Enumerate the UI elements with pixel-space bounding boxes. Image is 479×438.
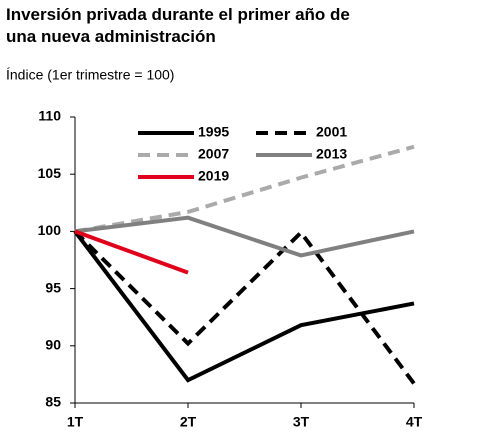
series-line [73,230,415,383]
series-line [74,229,189,275]
series-line [74,144,415,234]
y-tick-label: 110 [38,108,61,124]
y-tick-label: 90 [45,337,61,353]
legend-label: 2019 [198,168,229,184]
legend-label: 2007 [198,146,229,162]
x-tick-label: 3T [293,414,310,430]
legend-label: 2001 [316,124,347,140]
chart-title: Inversión privada durante el primer año … [6,5,350,46]
x-tick-label: 2T [180,414,197,430]
legend-label: 1995 [198,124,229,140]
x-tick-label: 4T [406,414,423,430]
y-tick-label: 105 [38,165,62,181]
y-tick-label: 85 [45,394,61,410]
x-tick-label: 1T [67,414,84,430]
series-line [73,229,416,385]
chart-subtitle: Índice (1er trimestre = 100) [6,67,174,83]
legend-label: 2013 [316,146,347,162]
y-tick-label: 100 [38,222,62,238]
title-line: Inversión privada durante el primer año … [6,5,350,24]
title-line: una nueva administración [6,27,216,46]
series-line [74,215,415,258]
y-tick-label: 95 [45,279,61,295]
